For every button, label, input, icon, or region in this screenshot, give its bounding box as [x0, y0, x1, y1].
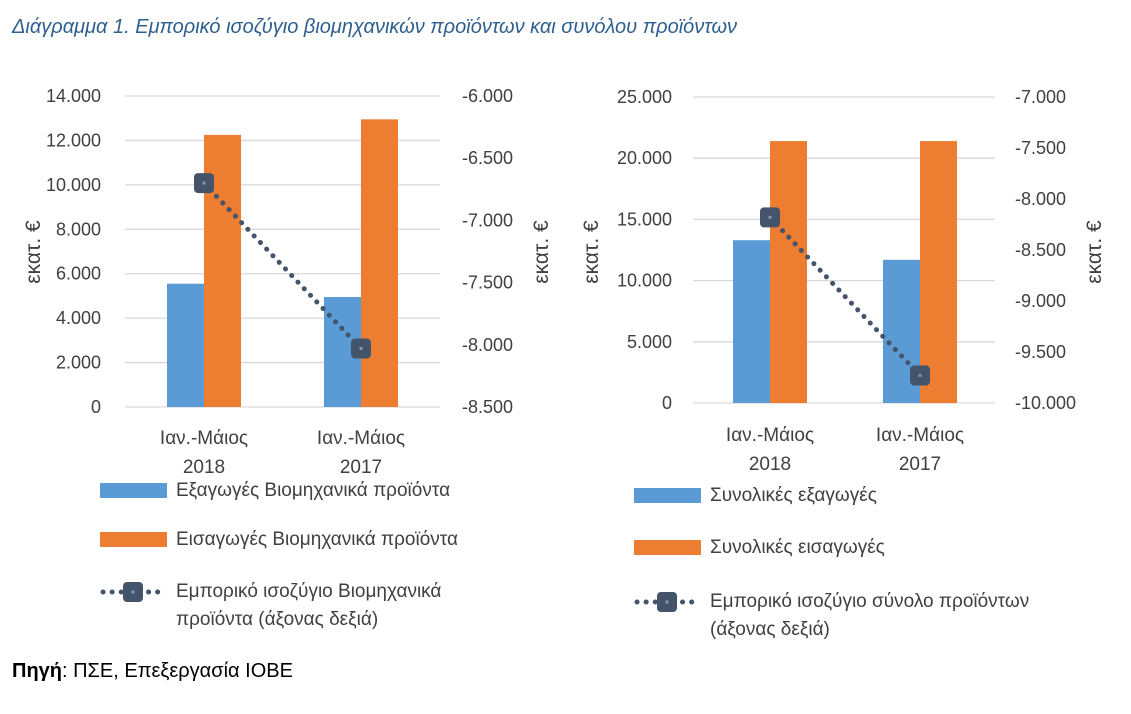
ind-y-axis-title: εκατ. € — [22, 220, 45, 284]
tot-category-label-line2: 2018 — [749, 454, 791, 475]
tot-category-label-line2: 2017 — [899, 454, 941, 475]
ind-y-tick-label: 6.000 — [56, 264, 101, 284]
tot-bar-imports-1 — [920, 141, 957, 403]
ind-y2-axis-title: εκατ. € — [530, 220, 553, 284]
tot-y2-tick-label: -9.500 — [1015, 342, 1066, 362]
legend-marker-balance — [100, 582, 167, 602]
legend-swatch-total-imports — [634, 540, 701, 555]
ind-category-label-line2: 2018 — [183, 457, 225, 478]
ind-y2-tick-label: -8.000 — [462, 335, 513, 355]
legend-label-balance-2: προϊόντα (άξονας δεξιά) — [176, 609, 379, 630]
source-text: : ΠΣΕ, Επεξεργασία ΙΟΒΕ — [62, 660, 293, 682]
tot-y2-tick-label: -7.000 — [1015, 87, 1066, 107]
tot-y-tick-label: 25.000 — [617, 87, 672, 107]
legend-label-total-exports: Συνολικές εξαγωγές — [710, 485, 877, 506]
ind-category-label-line1: Ιαν.-Μάιος — [160, 428, 248, 449]
ind-y2-tick-label: -8.500 — [462, 397, 513, 417]
ind-y2-tick-label: -7.000 — [462, 210, 513, 230]
ind-bar-imports-1 — [361, 119, 398, 407]
legend-label-total-balance-2: (άξονας δεξιά) — [710, 619, 830, 640]
legend-label-total-imports: Συνολικές εισαγωγές — [710, 537, 885, 558]
tot-y2-axis-title: εκατ. € — [1083, 220, 1106, 284]
legend-swatch-imports — [100, 532, 167, 547]
tot-category-label-line1: Ιαν.-Μάιος — [726, 425, 814, 446]
tot-y2-tick-label: -10.000 — [1015, 393, 1076, 413]
tot-y2-tick-label: -9.000 — [1015, 291, 1066, 311]
ind-category-label-line1: Ιαν.-Μάιος — [317, 428, 405, 449]
ind-balance-line — [201, 180, 364, 352]
tot-balance-line — [767, 214, 923, 378]
tot-balance-marker-dot-1 — [918, 373, 922, 377]
ind-y-tick-label: 12.000 — [46, 130, 101, 150]
ind-bar-exports-0 — [167, 283, 204, 407]
tot-y-tick-label: 15.000 — [617, 209, 672, 229]
tot-y-tick-label: 20.000 — [617, 148, 672, 168]
ind-y2-tick-label: -7.500 — [462, 273, 513, 293]
tot-y-axis-title: εκατ. € — [580, 220, 603, 284]
chart-total-products: 0 5.000 10.000 15.000 20.000 25.000 -10.000 -9.… — [580, 87, 1106, 475]
ind-y2-tick-label: -6.000 — [462, 86, 513, 106]
legend-marker-total-balance — [634, 592, 701, 612]
tot-y-tick-label: 10.000 — [617, 271, 672, 291]
tot-y2-tick-label: -7.500 — [1015, 138, 1066, 158]
ind-category-label-line2: 2017 — [340, 457, 382, 478]
tot-y2-tick-label: -8.500 — [1015, 240, 1066, 260]
legend-label-imports: Εισαγωγές Βιομηχανικά προϊόντα — [176, 529, 459, 550]
ind-y-tick-label: 14.000 — [46, 86, 101, 106]
tot-y-tick-label: 5.000 — [627, 332, 672, 352]
source-note: Πηγή: ΠΣΕ, Επεξεργασία ΙΟΒΕ — [12, 660, 293, 683]
figure-title: Διάγραμμα 1. Εμπορικό ισοζύγιο βιομηχανι… — [12, 16, 738, 38]
source-label: Πηγή — [12, 660, 62, 682]
ind-y-tick-label: 8.000 — [56, 219, 101, 239]
legend-label-total-balance-1: Εμπορικό ισοζύγιο σύνολο προϊόντων — [710, 591, 1030, 612]
legend-swatch-exports — [100, 483, 167, 498]
legend-swatch-total-exports — [634, 488, 701, 503]
ind-y-tick-label: 4.000 — [56, 308, 101, 328]
ind-y-tick-label: 2.000 — [56, 353, 101, 373]
tot-bar-imports-0 — [770, 141, 807, 403]
ind-y2-tick-label: -6.500 — [462, 148, 513, 168]
legend-label-exports: Εξαγωγές Βιομηχανικά προϊόντα — [176, 480, 451, 501]
tot-y2-tick-label: -8.000 — [1015, 189, 1066, 209]
legend-label-balance-1: Εμπορικό ισοζύγιο Βιομηχανικά — [176, 581, 442, 602]
tot-y-tick-label: 0 — [662, 393, 672, 413]
ind-y-tick-label: 0 — [91, 397, 101, 417]
ind-balance-marker-dot-0 — [202, 181, 206, 185]
tot-category-label-line1: Ιαν.-Μάιος — [876, 425, 964, 446]
ind-y-tick-label: 10.000 — [46, 175, 101, 195]
ind-balance-marker-dot-1 — [359, 347, 363, 351]
tot-balance-marker-dot-0 — [768, 215, 772, 219]
tot-bar-exports-0 — [733, 240, 770, 403]
chart-industrial-products: 0 2.000 4.000 6.000 8.000 10.000 12.000 14.000 -… — [22, 86, 553, 478]
